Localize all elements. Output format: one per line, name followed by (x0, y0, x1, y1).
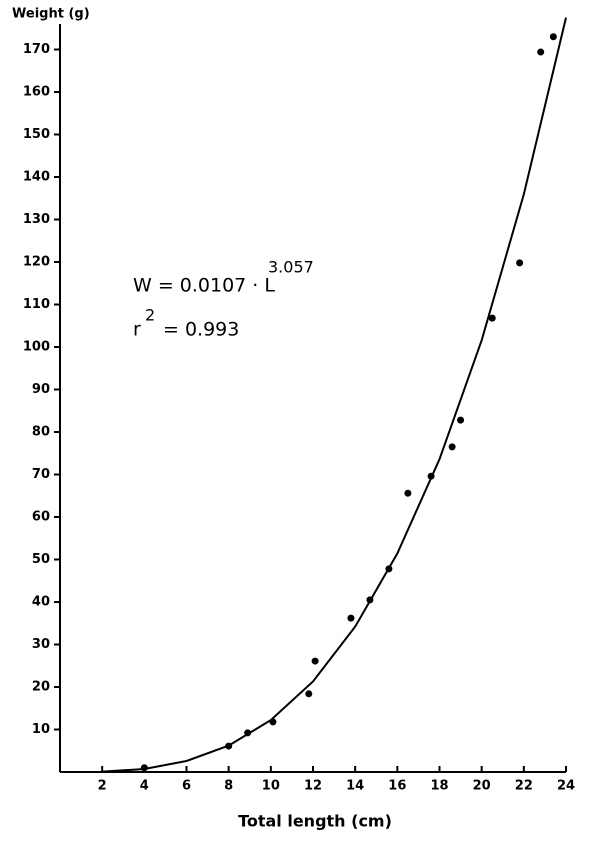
y-tick-label: 50 (32, 552, 50, 567)
data-point (366, 596, 374, 604)
x-tick-label: 18 (430, 779, 448, 794)
data-point (457, 416, 465, 424)
data-point (549, 33, 557, 41)
y-tick-label: 90 (32, 382, 50, 397)
data-point (385, 565, 393, 573)
y-tick-label: 30 (32, 637, 50, 652)
equation: W = 0.0107 · L (133, 275, 275, 297)
y-tick-label: 40 (32, 595, 50, 610)
y-tick-label: 160 (23, 85, 50, 100)
x-tick-label: 10 (262, 779, 280, 794)
x-tick-label: 22 (515, 779, 533, 794)
x-tick-label: 2 (98, 779, 107, 794)
y-tick-label: 110 (23, 297, 50, 312)
y-tick-label: 80 (32, 425, 50, 440)
y-tick-label: 120 (23, 255, 50, 270)
r-squared-exponent: 2 (145, 306, 155, 325)
data-point (225, 742, 233, 750)
data-point (488, 314, 496, 322)
data-point (427, 472, 435, 480)
x-axis-label: Total length (cm) (238, 812, 392, 831)
x-tick-label: 20 (473, 779, 491, 794)
y-tick-label: 100 (23, 340, 50, 355)
data-point (244, 729, 252, 737)
y-tick-label: 20 (32, 680, 50, 695)
x-tick-label: 4 (140, 779, 149, 794)
x-tick-label: 6 (182, 779, 191, 794)
y-tick-label: 130 (23, 212, 50, 227)
y-tick-label: 150 (23, 127, 50, 142)
r-squared-symbol: r (133, 319, 141, 341)
data-point (404, 489, 412, 497)
fit-curve (102, 17, 567, 773)
data-point (347, 614, 355, 622)
data-point (269, 718, 277, 726)
data-point (516, 259, 524, 267)
y-tick-label: 10 (32, 722, 50, 737)
data-point (311, 657, 319, 665)
y-tick-label: 60 (32, 510, 50, 525)
r-squared-value: = 0.993 (163, 319, 239, 341)
x-tick-label: 12 (304, 779, 322, 794)
data-point (305, 690, 313, 698)
x-tick-label: 16 (388, 779, 406, 794)
chart-title: Weight (g) (12, 7, 90, 22)
equation-exponent: 3.057 (268, 258, 314, 277)
data-point (448, 443, 456, 451)
data-point (140, 764, 148, 772)
y-tick-label: 70 (32, 467, 50, 482)
x-tick-label: 8 (224, 779, 233, 794)
x-tick-label: 24 (557, 779, 575, 794)
x-tick-label: 14 (346, 779, 364, 794)
data-point (537, 48, 545, 56)
y-tick-label: 170 (23, 42, 50, 57)
y-tick-label: 140 (23, 170, 50, 185)
